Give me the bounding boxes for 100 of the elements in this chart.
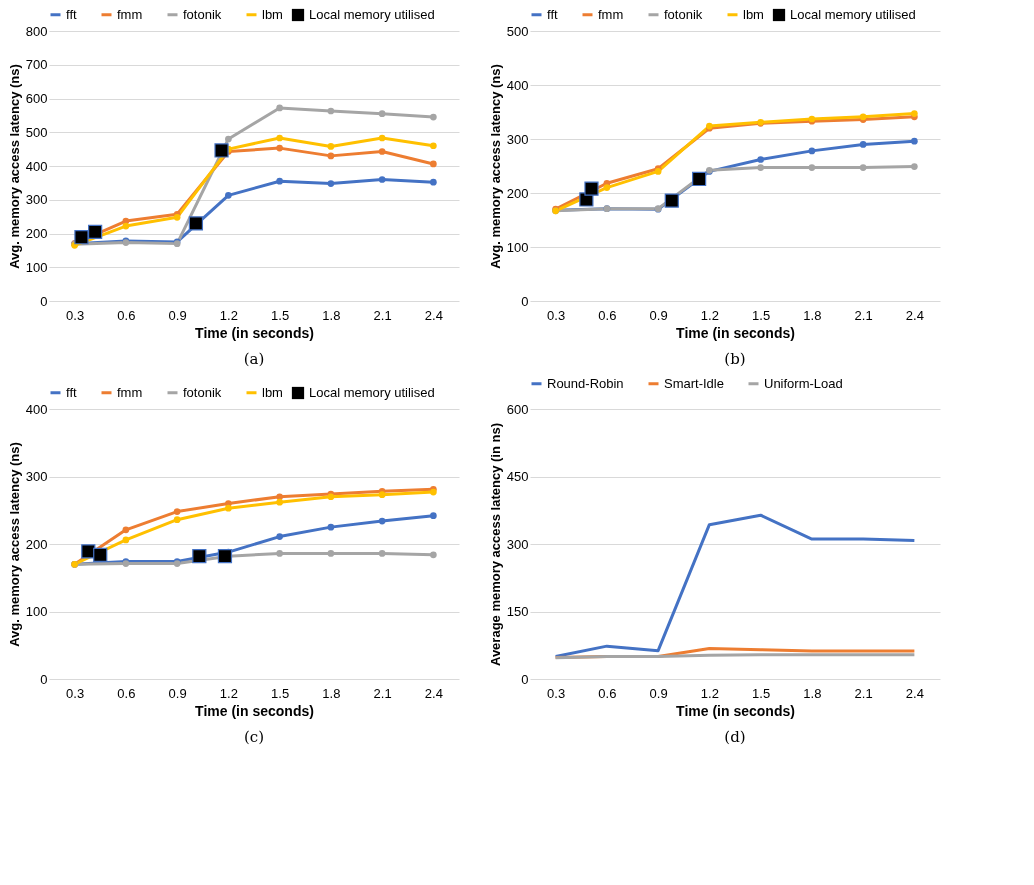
y-axis-title: Avg. memory access latency (ns) [6,64,22,269]
legend-label: Local memory utilised [309,7,435,22]
point [122,222,130,230]
x-tick-label: 1.2 [219,307,238,323]
y-tick-label: 500 [506,23,529,39]
x-tick-label: 0.6 [598,307,617,323]
legend-label: fmm [117,384,143,400]
y-axis-title: Avg. memory access latency (ns) [487,64,503,269]
point [378,148,386,155]
point [214,143,229,158]
point [378,491,386,499]
y-tick-label: 400 [25,158,48,174]
point [188,216,204,231]
y-axis-title: Avg. memory access latency (ns) [6,442,22,647]
point [74,230,89,245]
point [327,523,335,531]
point [327,550,335,557]
legend-label: Smart-Idle [664,375,724,391]
x-tick-label: 1.2 [219,685,238,701]
x-tick-label: 0.6 [598,685,617,701]
x-tick-label: 2.4 [905,685,924,701]
x-tick-label: 1.2 [700,307,719,323]
point [911,137,918,145]
legend-label: fmm [117,6,143,22]
point [122,526,130,534]
y-tick-label: 100 [25,259,48,275]
point [378,176,386,183]
point [217,549,233,564]
x-tick-label: 0.6 [117,307,136,323]
point [757,156,764,163]
x-tick-label: 2.1 [373,307,392,323]
point [327,107,335,115]
legend-label: fotonik [183,384,222,400]
y-tick-label: 800 [25,23,48,39]
y-tick-label: 100 [506,239,529,255]
point [378,134,386,142]
point [225,135,232,143]
point [430,178,437,186]
x-axis-title: Time (in seconds) [195,702,314,719]
point [276,550,283,557]
point [378,517,386,525]
y-tick-label: 200 [506,185,529,201]
legend-label: lbm [262,6,283,22]
point [276,104,283,112]
x-tick-label: 1.5 [271,307,290,323]
legend-label: fft [66,6,77,22]
y-tick-label: 600 [25,91,48,106]
point [276,177,283,185]
point [225,504,232,512]
y-tick-label: 0 [521,293,529,309]
point [692,171,707,187]
point [911,110,918,117]
y-tick-label: 600 [506,401,529,417]
point [808,147,816,155]
point [276,134,283,142]
point [88,224,103,239]
x-tick-label: 0.9 [649,685,668,701]
point [378,550,386,557]
y-tick-label: 400 [25,401,48,417]
y-tick-label: 0 [40,671,48,687]
point [584,181,599,196]
x-tick-label: 0.9 [168,685,187,701]
text: (d) [724,728,746,746]
point [430,160,437,168]
x-tick-label: 0.3 [66,685,85,701]
point [430,512,437,519]
x-tick-label: 1.8 [322,685,341,701]
point [911,163,918,170]
y-tick-label: 200 [25,226,48,241]
point [93,547,108,562]
x-tick-label: 1.5 [752,307,771,323]
y-tick-label: 300 [25,469,48,484]
legend-label: fft [547,6,558,22]
y-tick-label: 100 [25,604,48,619]
point [430,113,437,121]
point [173,508,181,515]
point [757,164,764,171]
point [192,549,207,564]
x-axis-title: Time (in seconds) [676,324,795,341]
x-axis-title: Time (in seconds) [195,324,314,341]
y-tick-label: 500 [25,124,48,140]
legend-label: Local memory utilised [790,7,916,22]
y-tick-label: 450 [506,469,529,484]
y-axis-title: Average memory access latency (in ns) [487,422,503,667]
point [173,516,181,524]
point [276,493,283,501]
x-tick-label: 1.5 [271,685,290,701]
point [276,144,283,152]
y-tick-label: 300 [25,192,48,208]
x-tick-label: 1.8 [803,685,822,701]
x-tick-label: 2.4 [424,685,443,701]
x-tick-label: 0.3 [547,685,566,701]
x-tick-label: 0.9 [649,307,668,323]
point [664,193,679,208]
line-series [554,513,916,658]
legend-label: Local memory utilised [309,385,435,400]
legend-label: Round-Robin [547,375,624,391]
point [430,142,437,150]
x-tick-label: 0.3 [547,307,566,323]
legend-label: fotonik [183,6,222,22]
